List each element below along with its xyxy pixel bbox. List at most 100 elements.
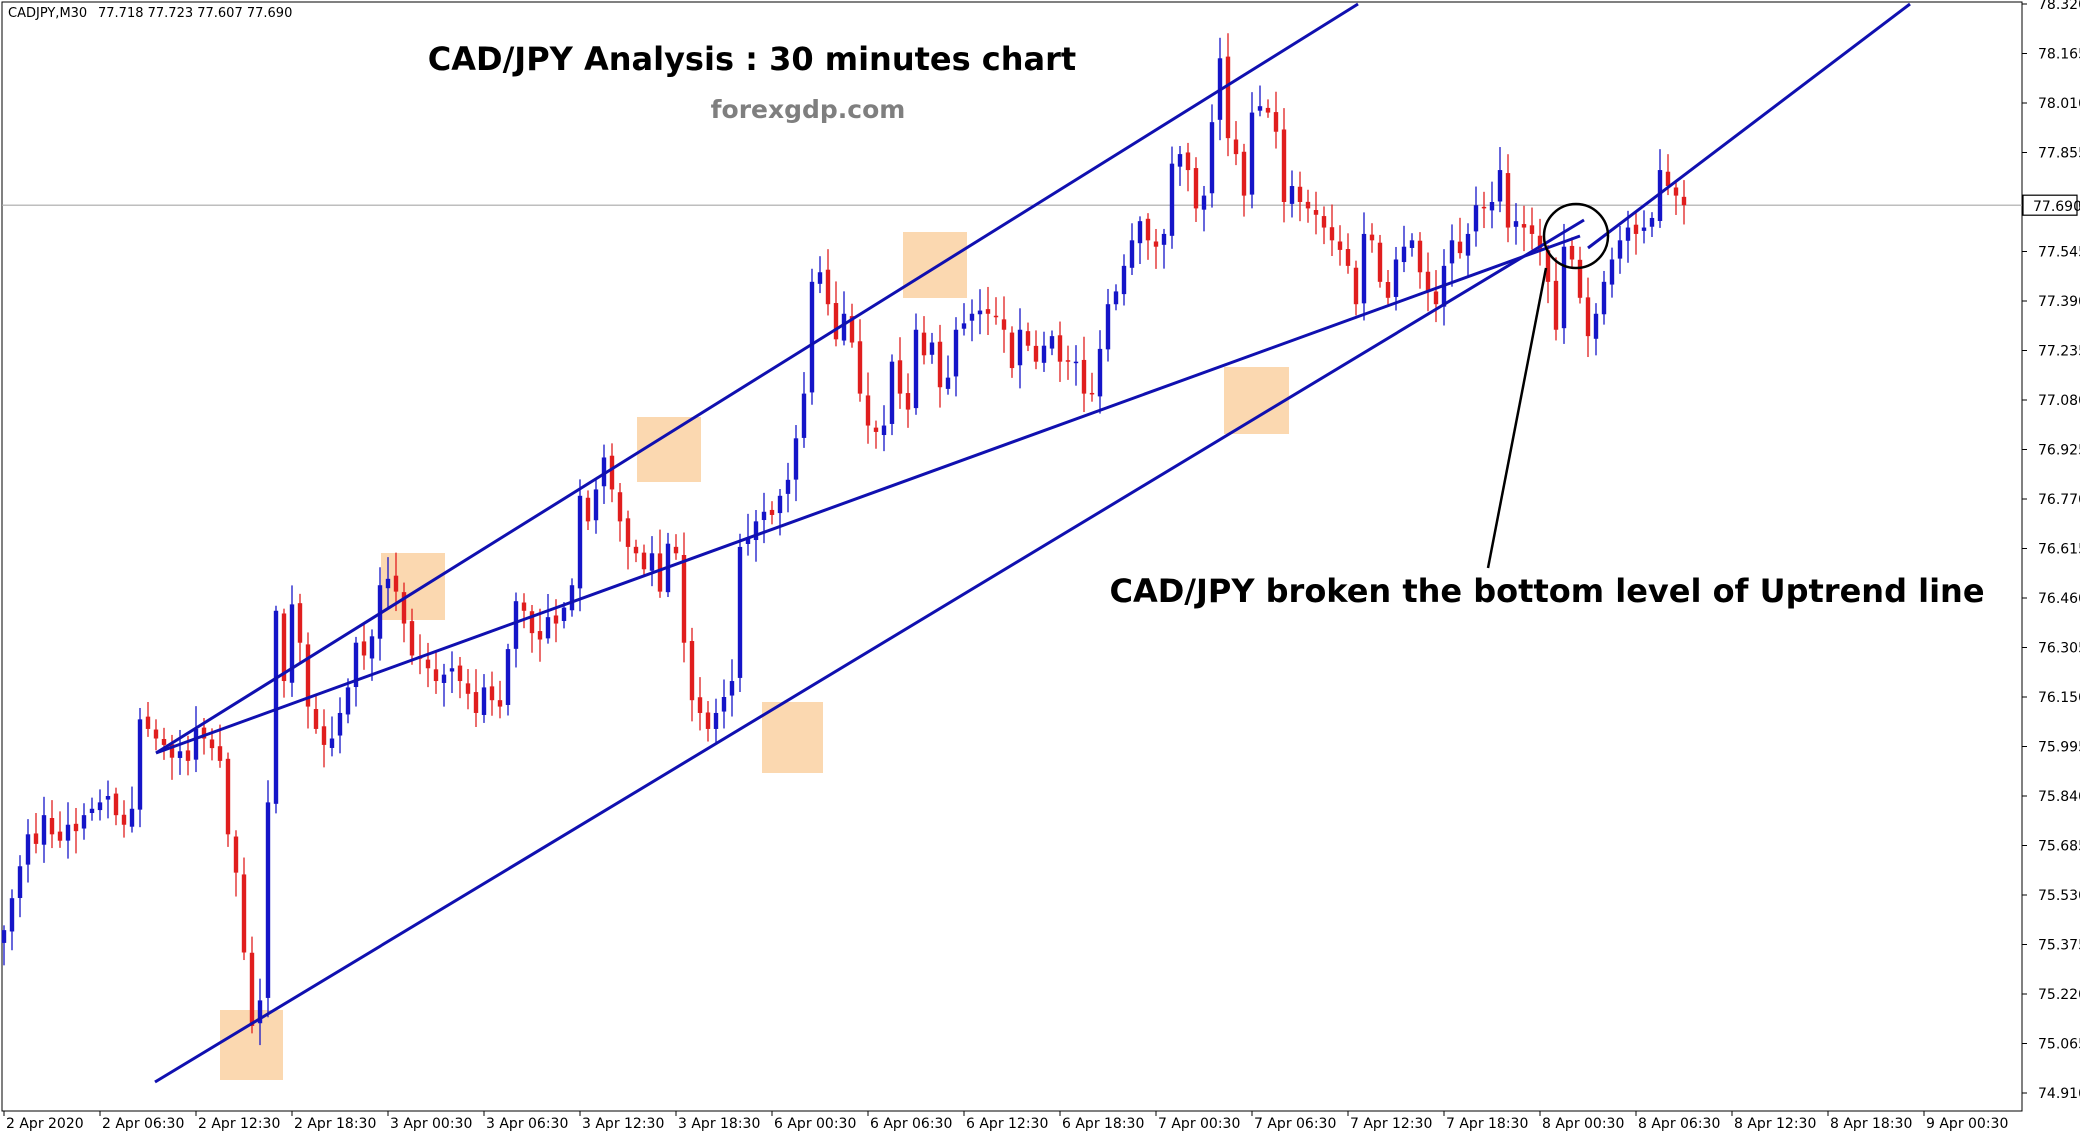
candle-102 — [817, 256, 823, 294]
candle-body-173 — [1385, 281, 1391, 298]
candle-67 — [537, 608, 543, 662]
candle-207 — [1657, 149, 1663, 228]
candle-9 — [73, 807, 79, 854]
candle-body-102 — [817, 272, 823, 284]
candle-33 — [265, 780, 271, 1018]
candle-85 — [681, 532, 687, 663]
candle-15 — [121, 800, 127, 838]
candle-109 — [873, 420, 879, 449]
candle-body-170 — [1361, 233, 1367, 304]
candle-body-109 — [873, 427, 879, 432]
annotation-group — [1486, 202, 1610, 569]
candle-body-59 — [473, 692, 479, 713]
candle-body-68 — [545, 617, 551, 639]
x-tick-label-6: 3 Apr 12:30 — [582, 1116, 664, 1132]
candle-177 — [1417, 232, 1423, 289]
y-tick-label-17: 75.685 — [2038, 839, 2080, 855]
candle-194 — [1553, 257, 1559, 341]
y-tick-label-22: 74.910 — [2038, 1086, 2080, 1102]
candle-body-65 — [521, 602, 527, 611]
x-tick-label-20: 9 Apr 00:30 — [1926, 1116, 2008, 1132]
candle-body-120 — [961, 323, 967, 329]
candle-84 — [673, 534, 679, 560]
candle-127 — [1017, 308, 1023, 389]
candle-134 — [1073, 345, 1079, 386]
candle-108 — [865, 372, 871, 444]
x-tick-label-9: 6 Apr 06:30 — [870, 1116, 952, 1132]
annotation-pointer — [1486, 267, 1548, 569]
candle-body-205 — [1641, 227, 1647, 231]
candle-115 — [921, 316, 927, 365]
candle-body-110 — [881, 425, 887, 436]
y-tick-label-6: 77.390 — [2038, 294, 2080, 310]
support-resistance-highlights — [220, 232, 1289, 1080]
candle-body-70 — [561, 607, 567, 622]
x-tick-label-16: 8 Apr 00:30 — [1542, 1116, 1624, 1132]
candle-body-44 — [353, 642, 359, 688]
current-price-badge — [2022, 194, 2078, 216]
candle-41 — [329, 716, 335, 757]
candle-38 — [305, 632, 311, 729]
candle-body-143 — [1145, 218, 1151, 241]
candle-190 — [1521, 205, 1527, 252]
candle-76 — [609, 443, 615, 503]
candle-120 — [961, 303, 967, 336]
candle-188 — [1505, 154, 1511, 243]
candle-138 — [1105, 288, 1111, 362]
x-tick-label-15: 7 Apr 18:30 — [1446, 1116, 1528, 1132]
candle-0 — [1, 925, 7, 966]
candle-110 — [881, 405, 887, 452]
candle-2 — [17, 855, 23, 918]
candle-37 — [297, 593, 303, 665]
candle-body-160 — [1281, 129, 1287, 202]
candle-146 — [1169, 146, 1175, 249]
candle-4 — [33, 813, 39, 854]
candle-149 — [1193, 157, 1199, 222]
candle-body-167 — [1337, 241, 1343, 250]
candle-body-206 — [1649, 217, 1655, 227]
x-tick-label-0: 2 Apr 2020 — [6, 1116, 84, 1132]
candle-body-145 — [1161, 233, 1167, 245]
candle-body-82 — [657, 553, 663, 592]
y-tick-label-5: 77.545 — [2038, 245, 2080, 261]
candle-body-84 — [673, 546, 679, 554]
candle-body-77 — [617, 492, 623, 522]
candle-body-172 — [1377, 242, 1383, 282]
candle-body-75 — [601, 457, 607, 487]
candle-body-121 — [969, 313, 975, 321]
candle-body-137 — [1097, 348, 1103, 397]
candle-56 — [449, 651, 455, 693]
candle-body-132 — [1057, 335, 1063, 362]
candle-body-89 — [713, 712, 719, 729]
candle-body-43 — [345, 687, 351, 715]
candle-32 — [257, 978, 263, 1046]
candle-body-91 — [729, 681, 735, 696]
candle-body-31 — [249, 952, 255, 1026]
candle-12 — [97, 789, 103, 821]
candle-121 — [969, 299, 975, 342]
candle-131 — [1049, 330, 1055, 356]
candle-body-10 — [81, 815, 87, 829]
y-tick-label-0: 78.320 — [2038, 0, 2080, 13]
candles — [1, 33, 1687, 1046]
candle-body-140 — [1121, 265, 1127, 295]
annotation-text: CAD/JPY broken the bottom level of Uptre… — [1109, 572, 1984, 610]
candle-81 — [649, 536, 655, 587]
candle-113 — [905, 373, 911, 428]
candle-body-158 — [1265, 107, 1271, 113]
candle-99 — [793, 425, 799, 502]
x-tick-label-8: 6 Apr 00:30 — [774, 1116, 856, 1132]
candle-body-181 — [1449, 240, 1455, 264]
candle-body-14 — [113, 793, 119, 816]
candle-body-146 — [1169, 163, 1175, 236]
candle-61 — [489, 671, 495, 716]
x-tick-label-12: 7 Apr 00:30 — [1158, 1116, 1240, 1132]
candle-body-80 — [641, 552, 647, 570]
candle-101 — [809, 268, 815, 405]
candle-body-142 — [1137, 221, 1143, 244]
time-axis: 2 Apr 2020 2 Apr 06:30 2 Apr 12:30 2 Apr 18… — [3, 1111, 2008, 1132]
candle-body-155 — [1241, 151, 1247, 196]
candle-196 — [1569, 237, 1575, 269]
candle-body-57 — [457, 665, 463, 682]
